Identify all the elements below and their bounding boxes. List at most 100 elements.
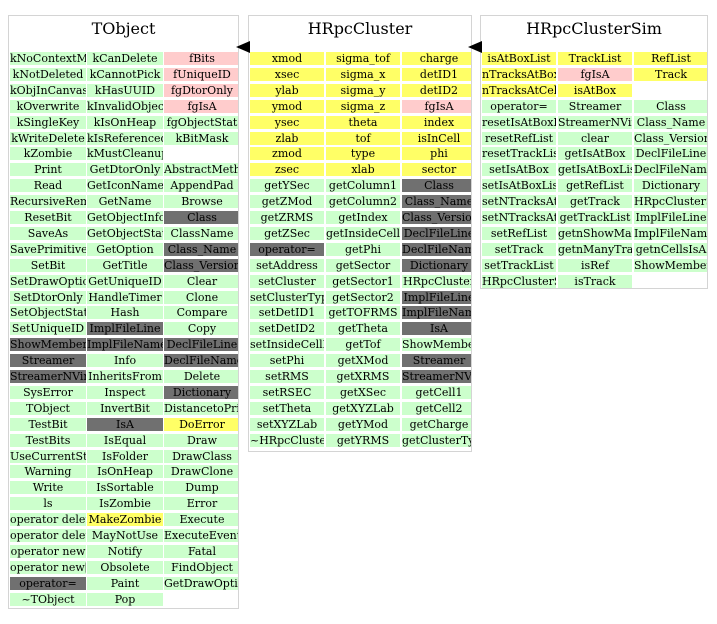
member-cell: SaveAs bbox=[10, 226, 86, 240]
member-cell: UseCurrentStyle bbox=[10, 449, 86, 463]
member-cell: setRefList bbox=[482, 226, 556, 240]
member-cell: getYSec bbox=[250, 179, 324, 193]
member-cell: setTheta bbox=[250, 401, 324, 415]
member-cell: fBits bbox=[164, 52, 238, 65]
class-title: HRpcCluster bbox=[307, 19, 413, 38]
member-cell: nTracksAtBox bbox=[482, 67, 556, 81]
member-cell: SavePrimitive bbox=[10, 242, 86, 256]
member-cell: getXRMS bbox=[326, 370, 400, 383]
member-cell: setNTracksAtCells bbox=[482, 211, 556, 224]
member-cell: getRefList bbox=[558, 179, 632, 193]
member-cell: sigma_tof bbox=[326, 52, 400, 65]
member-cell: detID2 bbox=[402, 83, 471, 97]
member-cell: ysec bbox=[250, 115, 324, 129]
member-cell: Warning bbox=[10, 465, 86, 479]
member-cell: kIsReferenced bbox=[87, 131, 163, 145]
member-cell: IsA bbox=[402, 322, 471, 336]
member-cell: setAddress bbox=[250, 258, 324, 272]
member-cell: MakeZombie bbox=[87, 513, 163, 527]
member-cell: GetTitle bbox=[87, 258, 163, 272]
member-cell: RecursiveRemove bbox=[10, 195, 86, 209]
member-cell: Compare bbox=[164, 306, 238, 320]
member-cell: fgObjectStat bbox=[164, 115, 238, 129]
member-cell: index bbox=[402, 115, 471, 129]
member-cell: zmod bbox=[250, 147, 324, 161]
member-cell: TrackList bbox=[558, 52, 632, 65]
member-cell: Streamer bbox=[402, 354, 471, 368]
member-cell: StreamerNVirtual bbox=[10, 370, 86, 383]
member-cell: Delete bbox=[164, 370, 238, 383]
member-cell: getZRMS bbox=[250, 211, 324, 224]
member-cell: kOverwrite bbox=[10, 99, 86, 113]
member-cell: AbstractMethod bbox=[164, 163, 238, 177]
member-cell: kInvalidObject bbox=[87, 99, 163, 113]
member-cell: IsA bbox=[87, 417, 163, 431]
member-cell: Notify bbox=[87, 544, 163, 558]
member-cell: DeclFileLine bbox=[164, 338, 238, 352]
member-cell: Write bbox=[10, 481, 86, 495]
class-box-hrpccluster: HRpcCluster xmod xsec ylab ymod ysec zlab zmod z… bbox=[248, 15, 472, 452]
member-cell: fgIsA bbox=[402, 99, 471, 113]
member-cell: getXMod bbox=[326, 354, 400, 368]
member-cell: ls bbox=[10, 497, 86, 511]
member-cell: ExecuteEvent bbox=[164, 529, 239, 542]
member-cell: setInsideCellFlag bbox=[250, 338, 324, 352]
member-cell: Dump bbox=[164, 481, 238, 495]
member-cell: Dictionary bbox=[402, 258, 471, 272]
member-cell: ShowMembers bbox=[634, 258, 707, 272]
member-cell: xsec bbox=[250, 67, 324, 81]
member-cell: Inspect bbox=[87, 385, 163, 399]
member-cell: getTheta bbox=[326, 322, 400, 336]
member-cell: Clone bbox=[164, 290, 238, 304]
class-box-tobject: TObject kNoContextMenu kNotDeleted kObjInCa… bbox=[8, 15, 239, 609]
member-cell: GetObjectStat bbox=[87, 226, 163, 240]
member-cell: isInCell bbox=[402, 131, 471, 145]
member-cell: Paint bbox=[87, 576, 163, 590]
member-cell: Draw bbox=[164, 433, 238, 447]
member-cell: DoError bbox=[164, 417, 238, 431]
member-cell: getCell1 bbox=[402, 385, 471, 399]
member-cell: Pop bbox=[87, 592, 163, 606]
member-cell: Class bbox=[634, 99, 707, 113]
member-cell: GetDrawOption bbox=[164, 576, 238, 590]
member-cell: Class bbox=[402, 179, 471, 193]
member-cell: kNoContextMenu bbox=[10, 52, 86, 65]
member-cell: phi bbox=[402, 147, 471, 161]
member-cell: AppendPad bbox=[164, 179, 238, 193]
member-cell: GetOption bbox=[87, 242, 163, 256]
member-cell: zsec bbox=[250, 163, 324, 177]
member-cell: DeclFileName bbox=[164, 354, 239, 368]
member-cell: SetObjectStat bbox=[10, 306, 86, 320]
member-cell: fgIsA bbox=[558, 67, 632, 81]
member-cell: Dictionary bbox=[164, 385, 238, 399]
member-cell: getInsideCellFlag bbox=[326, 226, 400, 240]
member-cell: getTrack bbox=[558, 195, 632, 209]
member-cell: kBitMask bbox=[164, 131, 238, 145]
member-cell: SetDtorOnly bbox=[10, 290, 86, 304]
member-cell: nTracksAtCells bbox=[482, 83, 556, 97]
member-cell: getCell2 bbox=[402, 401, 471, 415]
member-cell: IsFolder bbox=[87, 449, 163, 463]
member-cell: Hash bbox=[87, 306, 163, 320]
member-cell: getZSec bbox=[250, 226, 324, 240]
member-cell: fgIsA bbox=[164, 99, 238, 113]
member-cell: ImplFileName bbox=[87, 338, 163, 352]
member-cell: DrawClass bbox=[164, 449, 238, 463]
member-cell: getIsAtBox bbox=[558, 147, 632, 161]
member-cell: getCharge bbox=[402, 417, 471, 431]
member-cell: RefList bbox=[634, 52, 707, 65]
member-cell: Class_Name bbox=[402, 195, 471, 209]
member-cell: TestBit bbox=[10, 417, 86, 431]
member-cell: operator new bbox=[10, 544, 86, 558]
class-box-hrpcclustersim: HRpcClusterSim isAtBoxList nTracksAtBox nTr… bbox=[480, 15, 708, 289]
inherit-arrow-hrpccluster-to-tobject bbox=[236, 41, 250, 53]
member-cell: getPhi bbox=[326, 242, 400, 256]
member-cell: Streamer bbox=[558, 99, 632, 113]
member-cell: getIndex bbox=[326, 211, 400, 224]
member-cell: xmod bbox=[250, 52, 324, 65]
member-cell: HRpcCluster bbox=[402, 274, 471, 288]
member-cell: getYMod bbox=[326, 417, 400, 431]
member-cell: kZombie bbox=[10, 147, 86, 161]
member-cell: InvertBit bbox=[87, 401, 163, 415]
member-cell: isAtBoxList bbox=[482, 52, 556, 65]
